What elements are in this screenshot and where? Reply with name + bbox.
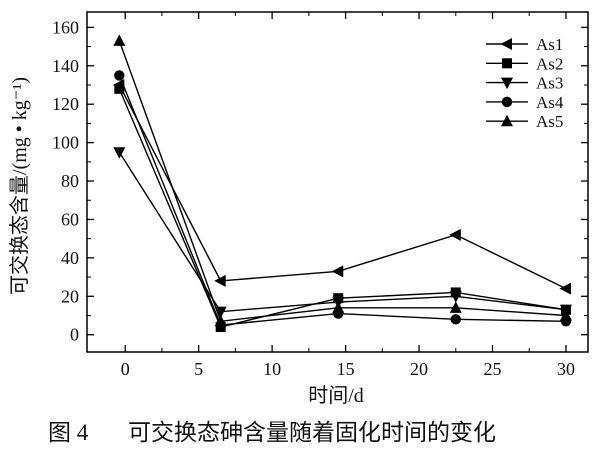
data-point-as5 xyxy=(449,301,462,313)
figure-caption: 图 4 可交换态砷含量随着固化时间的变化 xyxy=(48,420,496,445)
legend-marker-as2 xyxy=(502,58,512,69)
data-point-as1 xyxy=(214,274,226,287)
series-line-as2 xyxy=(118,88,567,328)
y-tick-label: 80 xyxy=(61,171,79,191)
legend-label-as3: As3 xyxy=(536,74,563,93)
series-group xyxy=(112,34,572,333)
legend-entry-as5: As5 xyxy=(486,112,563,131)
x-tick-label: 25 xyxy=(484,359,502,379)
legend-entry-as1: As1 xyxy=(486,35,563,54)
y-tick-label: 140 xyxy=(52,56,79,76)
legend-entry-as3: As3 xyxy=(486,74,563,93)
x-axis-label: 时间/d xyxy=(308,384,364,407)
legend-label-as1: As1 xyxy=(536,35,563,54)
legend-label-as5: As5 xyxy=(536,112,563,131)
legend-marker-as5 xyxy=(501,114,513,127)
data-point-as3 xyxy=(214,306,227,319)
y-tick-label: 100 xyxy=(52,133,79,153)
series-line-as4 xyxy=(118,75,566,326)
data-point-as1 xyxy=(449,228,461,241)
series-as5 xyxy=(113,34,572,327)
y-tick-label: 160 xyxy=(52,17,79,37)
series-as1 xyxy=(112,78,571,295)
series-line-as3 xyxy=(118,151,567,313)
data-point-as2 xyxy=(114,83,125,94)
x-tick-label: 5 xyxy=(194,359,203,379)
data-point-as5 xyxy=(332,301,345,313)
y-tick-label: 40 xyxy=(61,248,79,268)
figure-label: 图 4 xyxy=(48,420,89,445)
caption-text: 可交换态砷含量随着固化时间的变化 xyxy=(128,420,496,445)
data-point-as1 xyxy=(331,265,344,278)
series-as3 xyxy=(113,147,572,319)
x-tick-label: 0 xyxy=(121,359,130,379)
x-tick-label: 20 xyxy=(410,359,428,379)
y-tick-label: 60 xyxy=(61,209,79,229)
plot-frame xyxy=(86,11,589,353)
x-tick-label: 30 xyxy=(557,359,575,379)
series-as4 xyxy=(114,70,572,331)
x-tick-label: 15 xyxy=(337,359,355,379)
data-point-as3 xyxy=(449,291,462,303)
y-tick-label: 120 xyxy=(52,94,79,114)
y-axis-label: 可交换态含量/(mg • kg⁻¹) xyxy=(8,77,31,295)
legend-marker-as3 xyxy=(501,77,513,90)
y-tick-label: 0 xyxy=(70,325,79,345)
legend-entry-as2: As2 xyxy=(486,54,563,73)
legend-entry-as4: As4 xyxy=(486,93,564,112)
data-point-as5 xyxy=(559,309,572,321)
data-point-as4 xyxy=(114,70,125,81)
data-point-as1 xyxy=(559,282,571,295)
data-point-as5 xyxy=(214,314,227,327)
legend-label-as2: As2 xyxy=(536,54,563,73)
y-tick-label: 20 xyxy=(61,286,79,306)
data-point-as5 xyxy=(113,34,126,46)
data-point-as3 xyxy=(113,147,126,159)
legend-marker-as4 xyxy=(501,96,513,108)
legend-marker-as1 xyxy=(500,38,512,50)
x-tick-label: 10 xyxy=(263,359,281,379)
legend-label-as4: As4 xyxy=(536,93,564,112)
axes: 0 5 10 15 20 25 30 0 20 40 60 80 100 120 140 160 xyxy=(52,11,589,379)
data-point-as4 xyxy=(450,314,461,325)
